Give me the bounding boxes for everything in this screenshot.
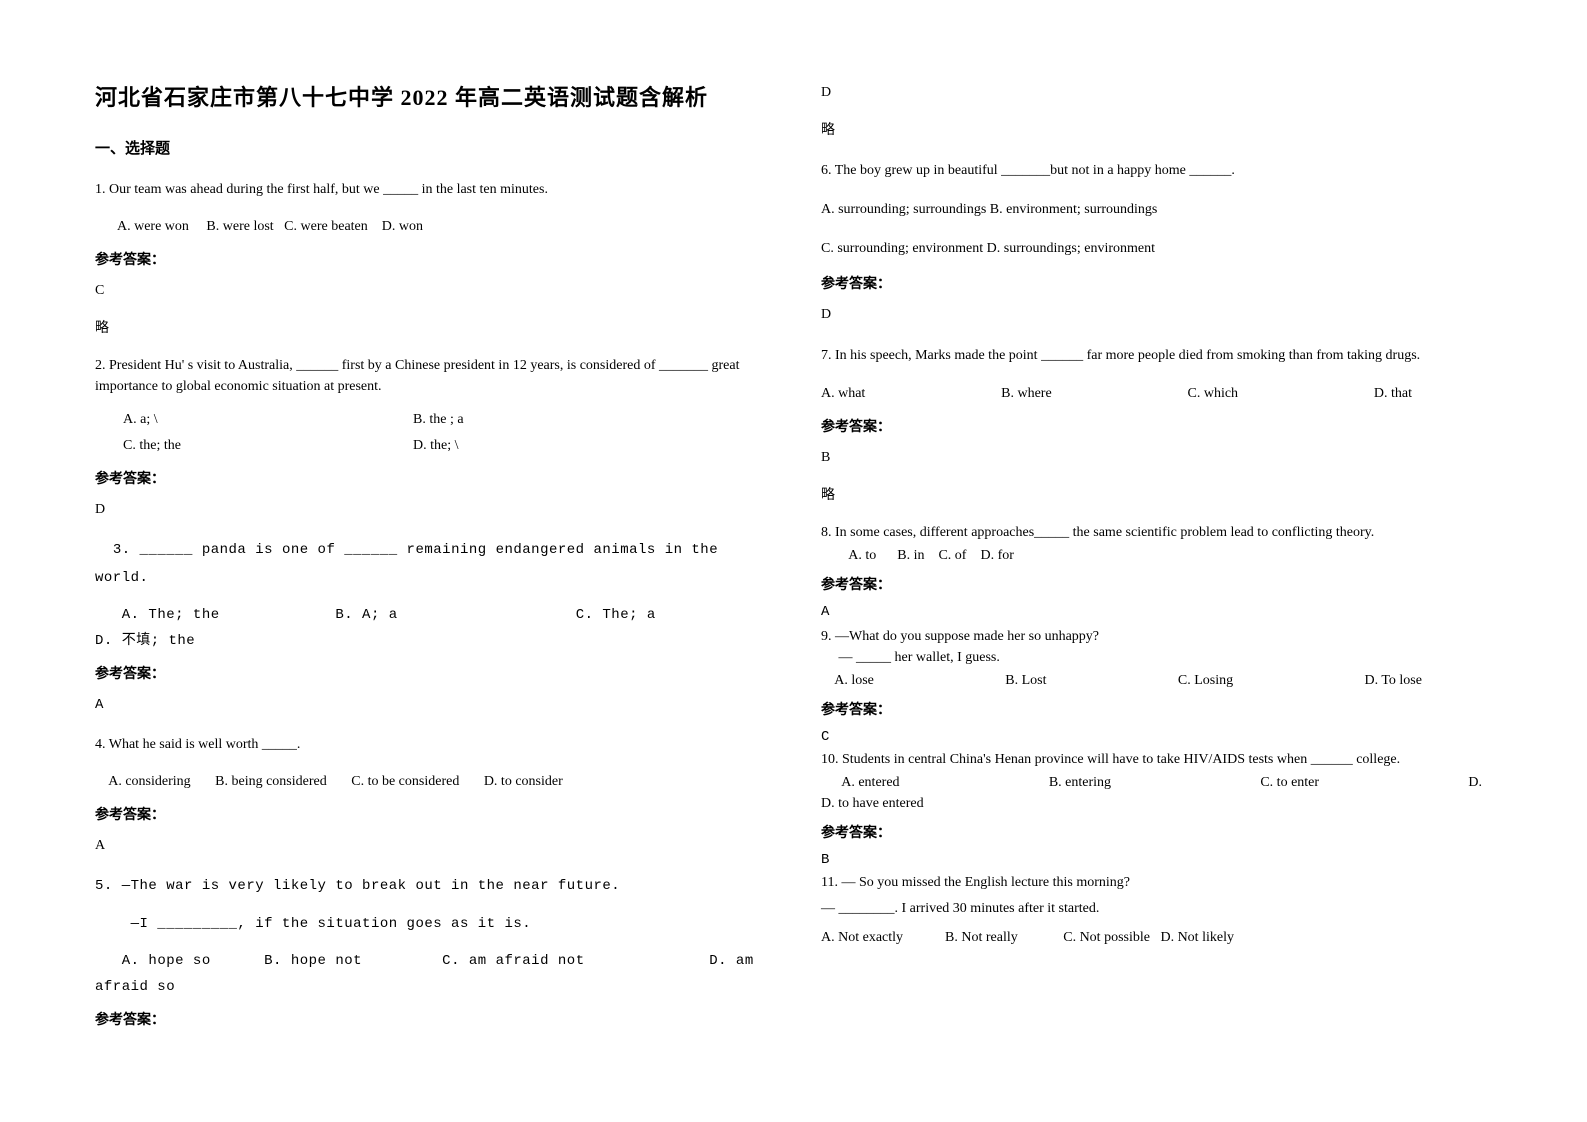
question-text-2: — _____ her wallet, I guess. xyxy=(821,647,1492,668)
left-column: 河北省石家庄市第八十七中学 2022 年高二英语测试题含解析 一、选择题 1. … xyxy=(95,80,766,1082)
option-d: D. to have entered xyxy=(821,793,1492,814)
option-c: C. Losing xyxy=(1178,670,1233,691)
answer-value: C xyxy=(95,283,766,299)
question-text-1: 5. —The war is very likely to break out … xyxy=(95,872,766,900)
question-options-1: A. surrounding; surroundings B. environm… xyxy=(821,195,1492,226)
question-options: A. hope so B. hope not C. am afraid not … xyxy=(95,948,766,1001)
answer-value: D xyxy=(95,502,766,518)
question-11: 11. — So you missed the English lecture … xyxy=(821,872,1492,949)
answer-label: 参考答案： xyxy=(821,574,1492,594)
question-2: 2. President Hu' s visit to Australia, _… xyxy=(95,355,766,518)
answer-value: D xyxy=(821,307,1492,323)
answer-label: 参考答案： xyxy=(821,273,1492,293)
question-text: 4. What he said is well worth _____. xyxy=(95,731,766,759)
question-text: 1. Our team was ahead during the first h… xyxy=(95,176,766,204)
section-header: 一、选择题 xyxy=(95,137,766,158)
right-column: D 略 6. The boy grew up in beautiful ____… xyxy=(821,80,1492,1082)
question-text: 8. In some cases, different approaches__… xyxy=(821,522,1492,543)
option-b: B. the ; a xyxy=(413,407,464,434)
question-text: 3. ______ panda is one of ______ remaini… xyxy=(95,536,766,592)
question-options-2: C. surrounding; environment D. surroundi… xyxy=(821,234,1492,265)
option-d-prefix: D. xyxy=(1468,772,1482,793)
question-text-2: — ________. I arrived 30 minutes after i… xyxy=(821,898,1492,920)
option-b: B. entering xyxy=(1049,772,1111,793)
question-text: 6. The boy grew up in beautiful _______b… xyxy=(821,157,1492,185)
answer-value-q5: D xyxy=(821,85,1492,101)
answer-label: 参考答案： xyxy=(821,822,1492,842)
option-c: C. to enter xyxy=(1260,772,1319,793)
option-d: D. the; \ xyxy=(413,433,459,460)
option-b: B. where xyxy=(1001,381,1052,408)
question-options: A. what B. where C. which D. that xyxy=(821,381,1492,408)
question-options: A. considering B. being considered C. to… xyxy=(95,769,766,796)
option-c: C. which xyxy=(1188,381,1239,408)
question-1: 1. Our team was ahead during the first h… xyxy=(95,176,766,337)
question-text-2: —I _________, if the situation goes as i… xyxy=(95,910,766,938)
answer-note: 略 xyxy=(95,317,766,337)
page-title: 河北省石家庄市第八十七中学 2022 年高二英语测试题含解析 xyxy=(95,80,766,112)
option-b: B. Lost xyxy=(1005,670,1046,691)
question-options: A. lose B. Lost C. Losing D. To lose xyxy=(821,670,1492,691)
question-options: A. entered B. entering C. to enter D. D.… xyxy=(821,772,1492,814)
answer-label: 参考答案： xyxy=(95,249,766,269)
question-text: 7. In his speech, Marks made the point _… xyxy=(821,341,1492,372)
option-d: D. that xyxy=(1374,381,1412,408)
option-a: A. a; \ xyxy=(123,407,413,434)
question-text-1: 11. — So you missed the English lecture … xyxy=(821,872,1492,894)
answer-label: 参考答案： xyxy=(95,663,766,683)
question-10: 10. Students in central China's Henan pr… xyxy=(821,749,1492,868)
question-4: 4. What he said is well worth _____. A. … xyxy=(95,731,766,854)
answer-note: 略 xyxy=(821,484,1492,504)
option-a: A. what xyxy=(821,381,865,408)
answer-label: 参考答案： xyxy=(95,1009,766,1029)
question-options: A. were won B. were lost C. were beaten … xyxy=(95,214,766,241)
answer-value: C xyxy=(821,729,1492,745)
question-5: 5. —The war is very likely to break out … xyxy=(95,872,766,1029)
option-a: A. lose xyxy=(821,670,874,691)
answer-note: 略 xyxy=(821,119,1492,139)
question-options: A. a; \B. the ; a C. the; theD. the; \ xyxy=(95,407,766,460)
answer-label: 参考答案： xyxy=(821,416,1492,436)
question-options: A. The; the B. A; a C. The; a D. 不填; the xyxy=(95,602,766,655)
answer-value: B xyxy=(821,450,1492,466)
option-d: D. To lose xyxy=(1364,670,1421,691)
answer-value: A xyxy=(95,697,766,713)
answer-label: 参考答案： xyxy=(95,804,766,824)
question-8: 8. In some cases, different approaches__… xyxy=(821,522,1492,620)
question-text-1: 9. —What do you suppose made her so unha… xyxy=(821,626,1492,647)
answer-value: B xyxy=(821,852,1492,868)
answer-label: 参考答案： xyxy=(821,699,1492,719)
question-options: A. to B. in C. of D. for xyxy=(821,545,1492,566)
option-c: C. the; the xyxy=(123,433,413,460)
question-text: 10. Students in central China's Henan pr… xyxy=(821,749,1492,770)
answer-value: A xyxy=(95,838,766,854)
answer-label: 参考答案： xyxy=(95,468,766,488)
option-a: A. entered xyxy=(821,772,900,793)
question-text: 2. President Hu' s visit to Australia, _… xyxy=(95,355,766,397)
question-6: 6. The boy grew up in beautiful _______b… xyxy=(821,157,1492,323)
question-7: 7. In his speech, Marks made the point _… xyxy=(821,341,1492,504)
question-options: A. Not exactly B. Not really C. Not poss… xyxy=(821,927,1492,949)
question-9: 9. —What do you suppose made her so unha… xyxy=(821,626,1492,745)
answer-value: A xyxy=(821,604,1492,620)
question-3: 3. ______ panda is one of ______ remaini… xyxy=(95,536,766,713)
